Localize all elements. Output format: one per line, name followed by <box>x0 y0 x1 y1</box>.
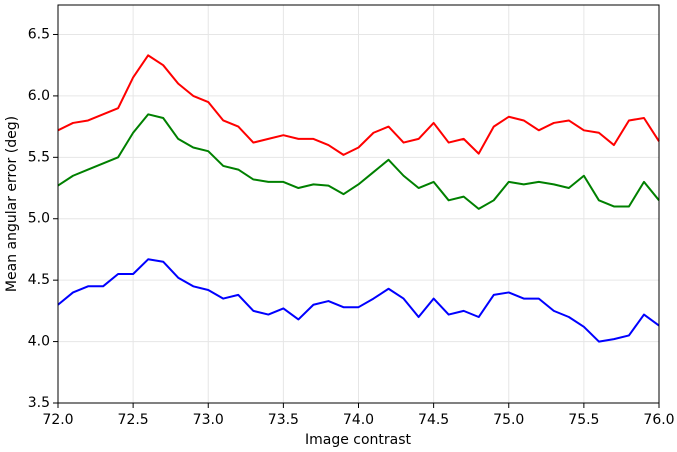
y-tick-label: 6.0 <box>28 88 50 104</box>
x-tick-label: 75.5 <box>568 412 599 428</box>
data-line <box>57 113 660 210</box>
y-tick-label: 3.5 <box>28 395 50 411</box>
y-tick-label: 4.5 <box>28 272 50 288</box>
x-tick-label: 73.0 <box>193 412 224 428</box>
y-tick-label: 5.5 <box>28 149 50 165</box>
x-tick-label: 72.5 <box>118 412 149 428</box>
x-tick-label: 74.5 <box>418 412 449 428</box>
y-tick-label: 5.0 <box>28 211 50 227</box>
data-line <box>57 258 660 343</box>
y-tick-label: 4.0 <box>28 334 50 350</box>
x-tick-label: 76.0 <box>643 412 674 428</box>
x-axis-label: Image contrast <box>305 432 412 448</box>
x-tick-label: 74.0 <box>343 412 374 428</box>
x-tick-label: 72.0 <box>42 412 73 428</box>
plot-frame <box>57 4 660 404</box>
y-tick-label: 6.5 <box>28 26 50 42</box>
x-tick-label: 73.5 <box>268 412 299 428</box>
y-axis-label: Mean angular error (deg) <box>4 116 20 292</box>
x-tick-label: 75.0 <box>493 412 524 428</box>
data-line <box>57 54 660 156</box>
